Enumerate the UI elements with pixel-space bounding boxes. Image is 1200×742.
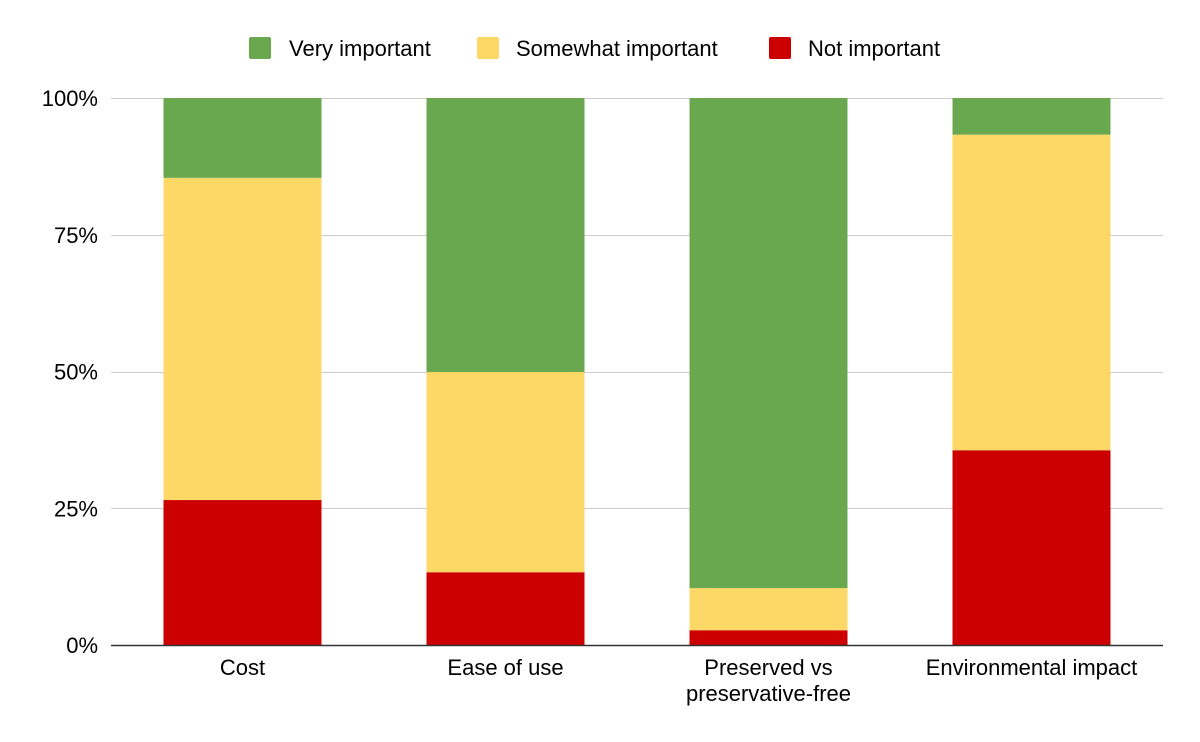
x-category-label: Cost <box>220 655 265 680</box>
legend-item-somewhat-important: Somewhat important <box>477 36 718 61</box>
x-axis-category-labels: Cost Ease of use Preserved vspreservative-… <box>220 655 1137 706</box>
bar-segment-very-important-environmental-impact <box>952 98 1111 135</box>
bar-segment-somewhat-important-preserved-vs-preservative-free <box>689 588 848 631</box>
legend-swatch <box>769 37 791 59</box>
bars <box>163 98 1111 645</box>
legend-label: Not important <box>808 36 940 61</box>
x-category-label: Environmental impact <box>926 655 1138 680</box>
bar-segment-very-important-ease-of-use <box>426 98 585 373</box>
bar-segment-not-important-cost <box>163 500 322 645</box>
legend-label: Very important <box>289 36 431 61</box>
x-category-label: Preserved vs <box>704 655 832 680</box>
y-axis-tick-labels: 0% 25% 50% 75% 100% <box>42 86 98 658</box>
bar-segment-very-important-cost <box>163 98 322 178</box>
bar-segment-not-important-ease-of-use <box>426 572 585 645</box>
legend-label: Somewhat important <box>516 36 718 61</box>
bar-segment-somewhat-important-cost <box>163 177 322 501</box>
y-tick-label: 75% <box>54 223 98 248</box>
x-category-label: preservative-free <box>686 681 851 706</box>
legend-swatch <box>249 37 271 59</box>
x-category-label: Ease of use <box>447 655 563 680</box>
bar-segment-somewhat-important-environmental-impact <box>952 134 1111 451</box>
legend-swatch <box>477 37 499 59</box>
bar-segment-very-important-preserved-vs-preservative-free <box>689 98 848 589</box>
y-tick-label: 50% <box>54 360 98 385</box>
bar-segment-somewhat-important-ease-of-use <box>426 372 585 573</box>
legend-item-very-important: Very important <box>249 36 431 61</box>
y-tick-label: 0% <box>66 633 98 658</box>
legend-item-not-important: Not important <box>769 36 940 61</box>
bar-segment-not-important-preserved-vs-preservative-free <box>689 630 848 645</box>
legend: Very important Somewhat important Not impo… <box>249 36 940 61</box>
bar-segment-not-important-environmental-impact <box>952 450 1111 645</box>
y-tick-label: 100% <box>42 86 98 111</box>
y-tick-label: 25% <box>54 496 98 521</box>
